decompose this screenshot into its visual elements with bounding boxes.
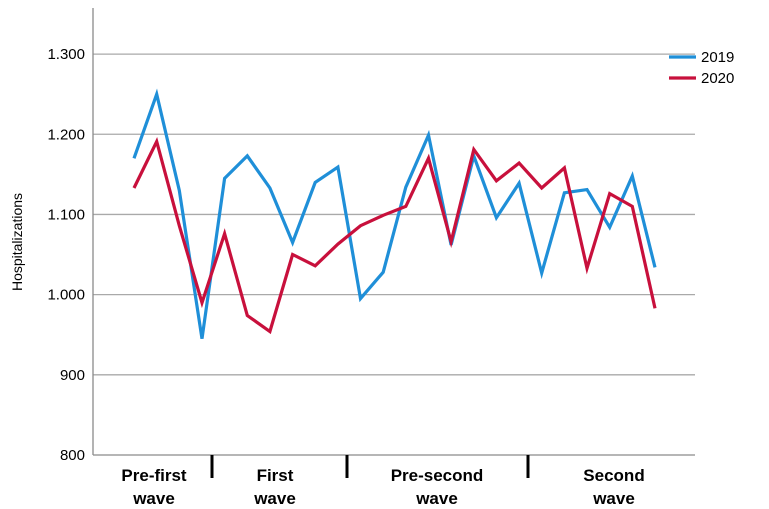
series-line-2019: [132, 88, 657, 339]
category-label: wave: [415, 489, 458, 508]
y-tick-label: 1.100: [47, 206, 85, 223]
legend: 2019 2020: [669, 49, 734, 87]
grid-lines: [93, 53, 695, 376]
axes: [92, 8, 695, 456]
x-category-labels: Pre-first wave First wave Pre-second wave Seco…: [121, 455, 645, 508]
category-label: Second: [583, 466, 644, 485]
category-label: wave: [253, 489, 296, 508]
y-tick-label: 1.200: [47, 126, 85, 143]
y-tick-label: 1.300: [47, 46, 85, 63]
y-axis-label: Hospitalizations: [9, 193, 25, 291]
category-label: Pre-second: [391, 466, 484, 485]
y-tick-label: 1.000: [47, 287, 85, 304]
y-tick-label: 800: [60, 447, 85, 464]
category-label: Pre-first: [121, 466, 187, 485]
y-tick-labels: 800 900 1.000 1.100 1.200 1.300: [47, 46, 85, 464]
category-label: wave: [132, 489, 175, 508]
category-label: First: [257, 466, 294, 485]
y-tick-label: 900: [60, 367, 85, 384]
legend-label: 2019: [701, 49, 734, 66]
series-line-2020: [132, 136, 657, 335]
legend-label: 2020: [701, 70, 734, 87]
category-label: wave: [592, 489, 635, 508]
series-lines: [132, 88, 657, 339]
